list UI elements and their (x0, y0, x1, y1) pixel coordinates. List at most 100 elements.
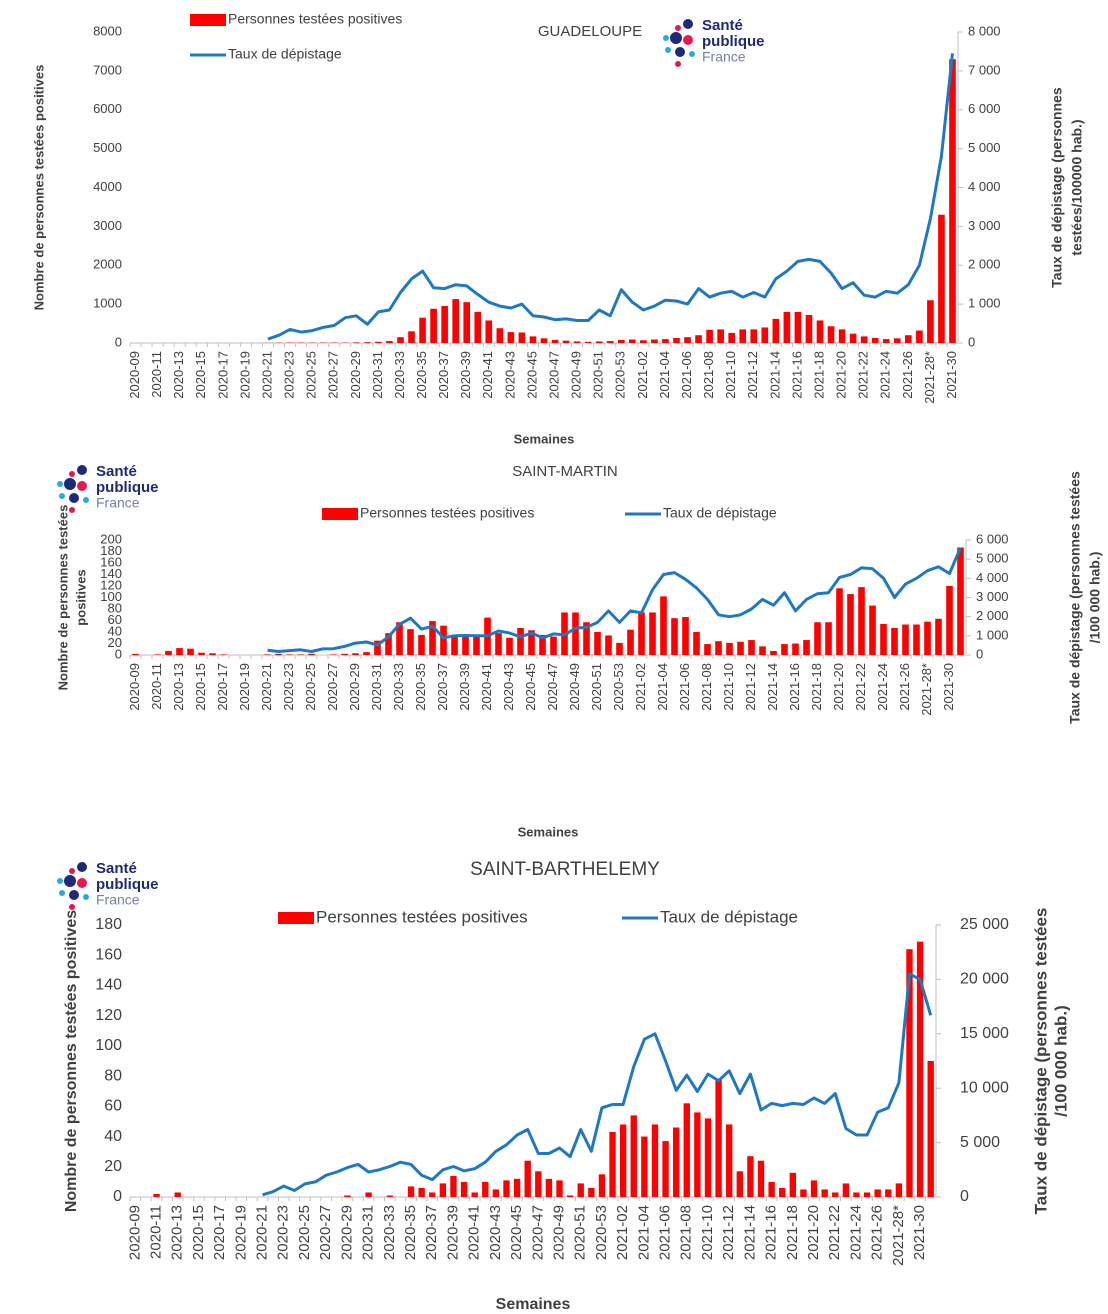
bar (792, 643, 799, 655)
x-tick-label: 2020-45 (523, 663, 538, 711)
bar (891, 627, 898, 655)
bar (640, 340, 647, 343)
x-tick-label: 2020-13 (171, 351, 186, 399)
bar (474, 311, 482, 343)
y2-tick-label: 2 000 (968, 257, 1001, 272)
chart-title: SAINT-BARTHELEMY (470, 859, 660, 880)
bar (573, 341, 581, 343)
y2-axis-title: Taux de dépistage (personnes testées (1067, 471, 1083, 724)
bar (726, 1124, 733, 1197)
logo-text: Santé (96, 463, 137, 480)
x-tick-label: 2021-30 (944, 351, 959, 399)
x-tick-label: 2021-22 (856, 351, 871, 399)
x-tick-label: 2020-39 (444, 1205, 461, 1260)
bar (482, 1181, 489, 1197)
bar (513, 1178, 521, 1197)
y-tick-label: 180 (100, 543, 122, 558)
y-tick-label: 40 (108, 623, 122, 638)
x-tick-label: 2020-43 (501, 663, 516, 711)
bar (957, 547, 964, 655)
bar (153, 1193, 160, 1197)
bar (165, 650, 172, 655)
x-tick-label: 2021-26 (900, 351, 915, 399)
y2-tick-label: 20 000 (960, 971, 1009, 988)
x-tick-label: 2021-06 (657, 1205, 674, 1260)
bar (577, 1183, 584, 1197)
x-tick-label: 2020-43 (487, 1205, 504, 1260)
bar (902, 624, 909, 655)
x-tick-label: 2021-02 (635, 351, 650, 399)
logo-text: France (96, 495, 140, 511)
bar (684, 337, 691, 343)
bar (805, 315, 813, 343)
chart-title: SAINT-MARTIN (512, 463, 618, 480)
x-tick-label: 2020-11 (149, 351, 164, 398)
y2-tick-label: 6 000 (976, 531, 1009, 546)
x-tick-label: 2021-04 (635, 1205, 652, 1260)
x-tick-label: 2020-13 (169, 1205, 186, 1260)
bar (374, 640, 381, 655)
x-tick-label: 2020-43 (502, 351, 517, 399)
bar (906, 949, 913, 1197)
x-tick-label: 2020-09 (127, 663, 142, 711)
bar (507, 332, 515, 343)
bar (863, 1192, 871, 1197)
x-tick-label: 2020-15 (190, 1205, 207, 1260)
bar (874, 1189, 881, 1197)
x-axis-title: Semaines (514, 431, 575, 446)
bar (739, 329, 747, 343)
bar (616, 642, 623, 655)
bar (832, 1192, 839, 1197)
logo-text: publique (96, 479, 159, 496)
y2-axis-title: Taux de dépistage (personnes (1049, 87, 1065, 288)
y2-tick-label: 3 000 (976, 589, 1009, 604)
x-tick-label: 2020-41 (479, 663, 494, 711)
bar (452, 299, 459, 343)
x-tick-label: 2020-15 (193, 663, 208, 711)
y-tick-label: 160 (95, 946, 122, 963)
x-tick-label: 2020-25 (304, 351, 319, 399)
y-tick-label: 7000 (93, 62, 122, 77)
bar (595, 341, 603, 343)
bar (871, 337, 879, 343)
logo-dot (663, 35, 669, 41)
x-tick-label: 2020-31 (369, 663, 384, 711)
bar (551, 339, 559, 343)
bar (619, 1124, 627, 1197)
x-tick-label: 2020-45 (524, 351, 539, 399)
bar (584, 341, 592, 343)
bar (539, 634, 546, 655)
x-tick-label: 2020-33 (381, 1205, 398, 1260)
y2-tick-label: 3 000 (968, 218, 1001, 233)
x-tick-label: 2021-04 (657, 351, 672, 399)
bar (344, 1195, 351, 1197)
bar (794, 311, 802, 343)
bar (450, 1175, 457, 1197)
x-tick-label: 2021-30 (941, 663, 956, 711)
x-tick-label: 2020-25 (303, 663, 318, 711)
x-tick-label: 2020-19 (237, 663, 252, 711)
bar (556, 1180, 563, 1197)
x-tick-label: 2021-28* (922, 351, 937, 404)
bar (492, 1189, 500, 1197)
bar (375, 341, 382, 343)
bar (408, 331, 415, 343)
y2-tick-label: 15 000 (960, 1025, 1009, 1042)
x-tick-label: 2020-53 (611, 663, 626, 711)
y-tick-label: 80 (104, 1067, 122, 1084)
bar (672, 1127, 680, 1197)
bar (768, 1181, 775, 1197)
bar (386, 341, 393, 343)
bar (419, 317, 426, 343)
bar (949, 59, 956, 344)
bar (572, 612, 579, 655)
bar (885, 1189, 892, 1197)
bar (308, 653, 315, 655)
y-axis-title: positives (73, 569, 88, 625)
x-tick-label: 2021-10 (699, 1205, 716, 1260)
bar (187, 648, 194, 655)
bar (517, 627, 524, 655)
bar (535, 1171, 542, 1197)
bar (715, 641, 722, 655)
